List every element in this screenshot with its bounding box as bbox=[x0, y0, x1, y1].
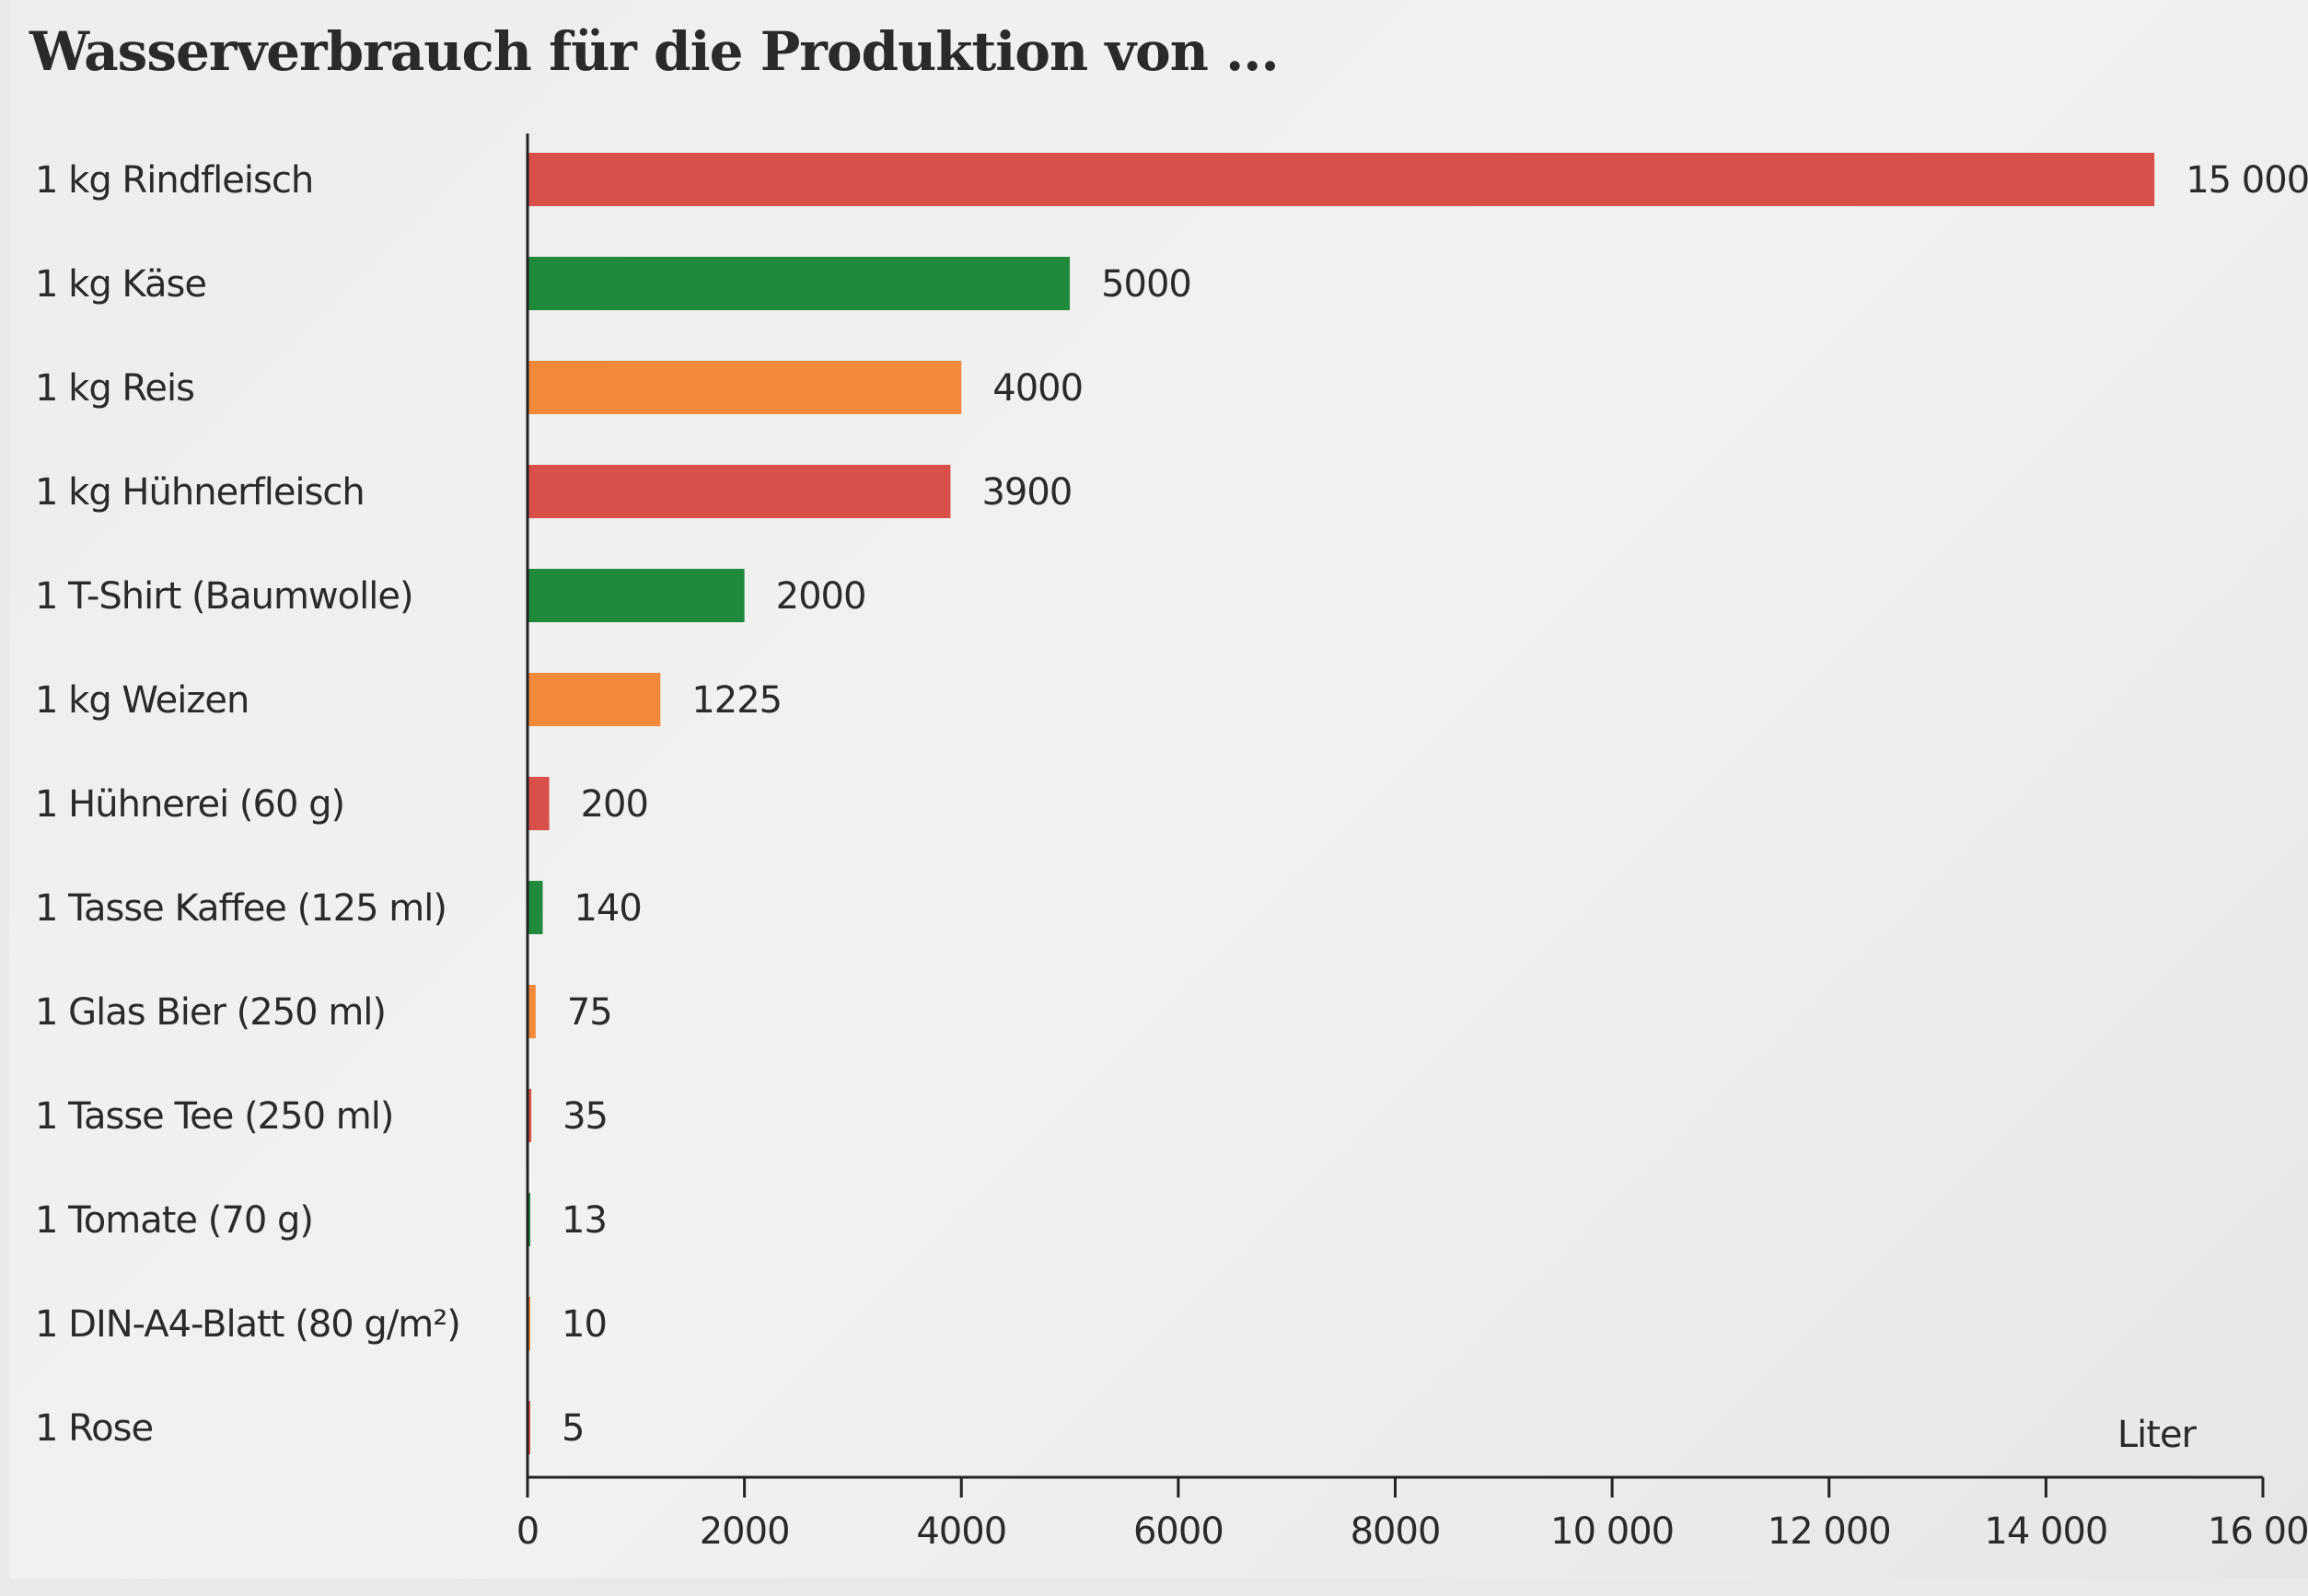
category-label: 1 Glas Bier (250 ml) bbox=[35, 991, 386, 1034]
category-label: 1 DIN-A4-Blatt (80 g/m²) bbox=[35, 1303, 460, 1346]
bar bbox=[528, 465, 951, 518]
data-label: 5000 bbox=[1101, 263, 1191, 306]
x-tick-label: 2000 bbox=[700, 1510, 790, 1553]
category-label: 1 kg Rindfleisch bbox=[35, 159, 313, 202]
data-label: 15 000 bbox=[2186, 159, 2308, 202]
chart-background bbox=[9, 0, 2308, 1579]
x-tick-label: 12 000 bbox=[1768, 1510, 1891, 1553]
category-label: 1 Tasse Kaffee (125 ml) bbox=[35, 887, 447, 930]
category-label: 1 Tomate (70 g) bbox=[35, 1199, 313, 1242]
x-axis-unit-label: Liter bbox=[2117, 1414, 2198, 1456]
bar bbox=[528, 777, 550, 830]
data-label: 10 bbox=[562, 1303, 607, 1346]
bar bbox=[528, 673, 661, 726]
x-tick-label: 10 000 bbox=[1550, 1510, 1674, 1553]
category-label: 1 Rose bbox=[35, 1407, 153, 1450]
category-label: 1 kg Käse bbox=[35, 263, 206, 306]
bar bbox=[528, 153, 2155, 206]
x-tick-label: 4000 bbox=[916, 1510, 1006, 1553]
x-tick-label: 14 000 bbox=[1984, 1510, 2107, 1553]
category-label: 1 Hühnerei (60 g) bbox=[35, 783, 344, 826]
data-label: 1225 bbox=[691, 679, 782, 722]
bar bbox=[528, 1089, 532, 1142]
bar bbox=[528, 569, 745, 622]
data-label: 4000 bbox=[992, 367, 1083, 410]
data-label: 3900 bbox=[981, 471, 1072, 514]
bar bbox=[528, 257, 1071, 310]
data-label: 2000 bbox=[776, 575, 866, 618]
x-tick-label: 8000 bbox=[1351, 1510, 1441, 1553]
data-label: 140 bbox=[574, 887, 641, 930]
category-label: 1 kg Reis bbox=[35, 367, 194, 410]
category-label: 1 kg Weizen bbox=[35, 679, 249, 722]
data-label: 35 bbox=[563, 1095, 608, 1138]
x-tick-label: 16 000 bbox=[2208, 1510, 2308, 1553]
category-label: 1 Tasse Tee (250 ml) bbox=[35, 1095, 393, 1138]
x-tick-label: 0 bbox=[516, 1510, 539, 1553]
data-label: 75 bbox=[567, 991, 612, 1034]
chart-title: Wasserverbrauch für die Produktion von .… bbox=[29, 20, 1280, 83]
bar bbox=[528, 985, 536, 1038]
data-label: 5 bbox=[562, 1407, 584, 1450]
bar bbox=[528, 361, 962, 414]
bar bbox=[528, 881, 543, 934]
category-label: 1 kg Hühnerfleisch bbox=[35, 471, 365, 514]
data-label: 200 bbox=[581, 783, 648, 826]
x-tick-label: 6000 bbox=[1133, 1510, 1224, 1553]
category-label: 1 T-Shirt (Baumwolle) bbox=[35, 575, 413, 618]
data-label: 13 bbox=[562, 1199, 607, 1242]
